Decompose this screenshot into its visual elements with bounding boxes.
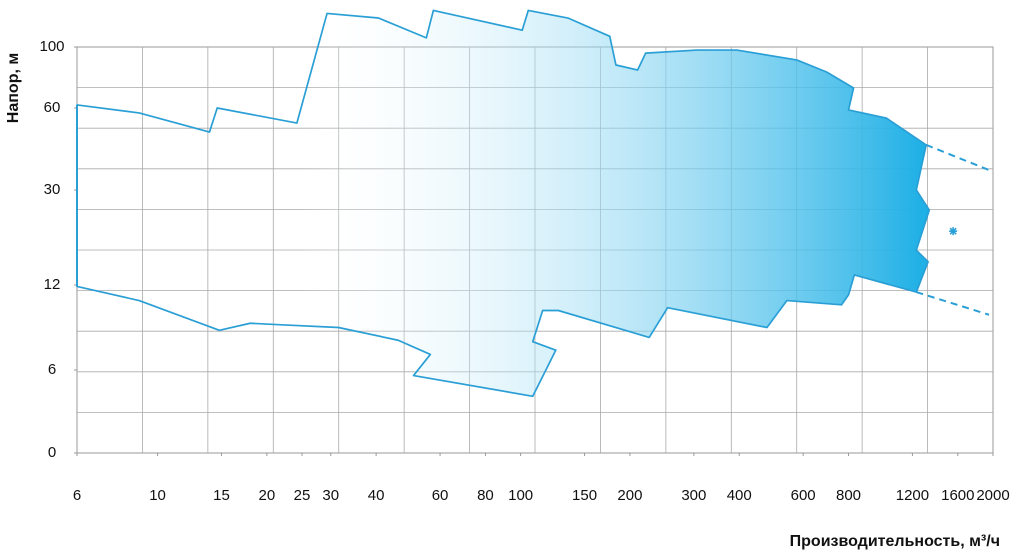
x-tick-label: 150 [572, 487, 597, 504]
x-tick-label: 60 [432, 487, 449, 504]
dashed-extension [916, 291, 990, 316]
marker-stroke [949, 227, 957, 235]
y-tick-label: 60 [44, 99, 61, 116]
y-tick-label: 12 [44, 276, 61, 293]
x-tick-label: 300 [681, 487, 706, 504]
x-tick-label: 600 [791, 487, 816, 504]
x-tick-label: 1600 [941, 487, 974, 504]
x-tick-label: 200 [617, 487, 642, 504]
x-tick-label: 15 [213, 487, 230, 504]
x-tick-label: 2000 [976, 487, 1009, 504]
x-tick-label: 10 [149, 487, 166, 504]
y-tick-label: 6 [48, 361, 56, 378]
x-tick-label: 800 [836, 487, 861, 504]
x-axis-title: Производительность, м³/ч [790, 533, 1000, 550]
x-tick-label: 100 [508, 487, 533, 504]
y-axis-title: Напор, м [5, 53, 22, 123]
y-tick-label: 0 [48, 444, 56, 461]
x-tick-label: 400 [727, 487, 752, 504]
envelope [76, 9, 931, 398]
dashed-extension [925, 143, 990, 171]
x-tick-label: 1200 [896, 487, 929, 504]
x-tick-label: 40 [368, 487, 385, 504]
x-tick-label: 30 [322, 487, 339, 504]
y-tick-label: 100 [39, 38, 64, 55]
y-tick-label: 30 [44, 181, 61, 198]
x-tick-label: 20 [259, 487, 276, 504]
x-tick-label: 6 [73, 487, 81, 504]
x-tick-label: 80 [477, 487, 494, 504]
x-tick-label: 25 [294, 487, 311, 504]
marker [949, 227, 958, 236]
